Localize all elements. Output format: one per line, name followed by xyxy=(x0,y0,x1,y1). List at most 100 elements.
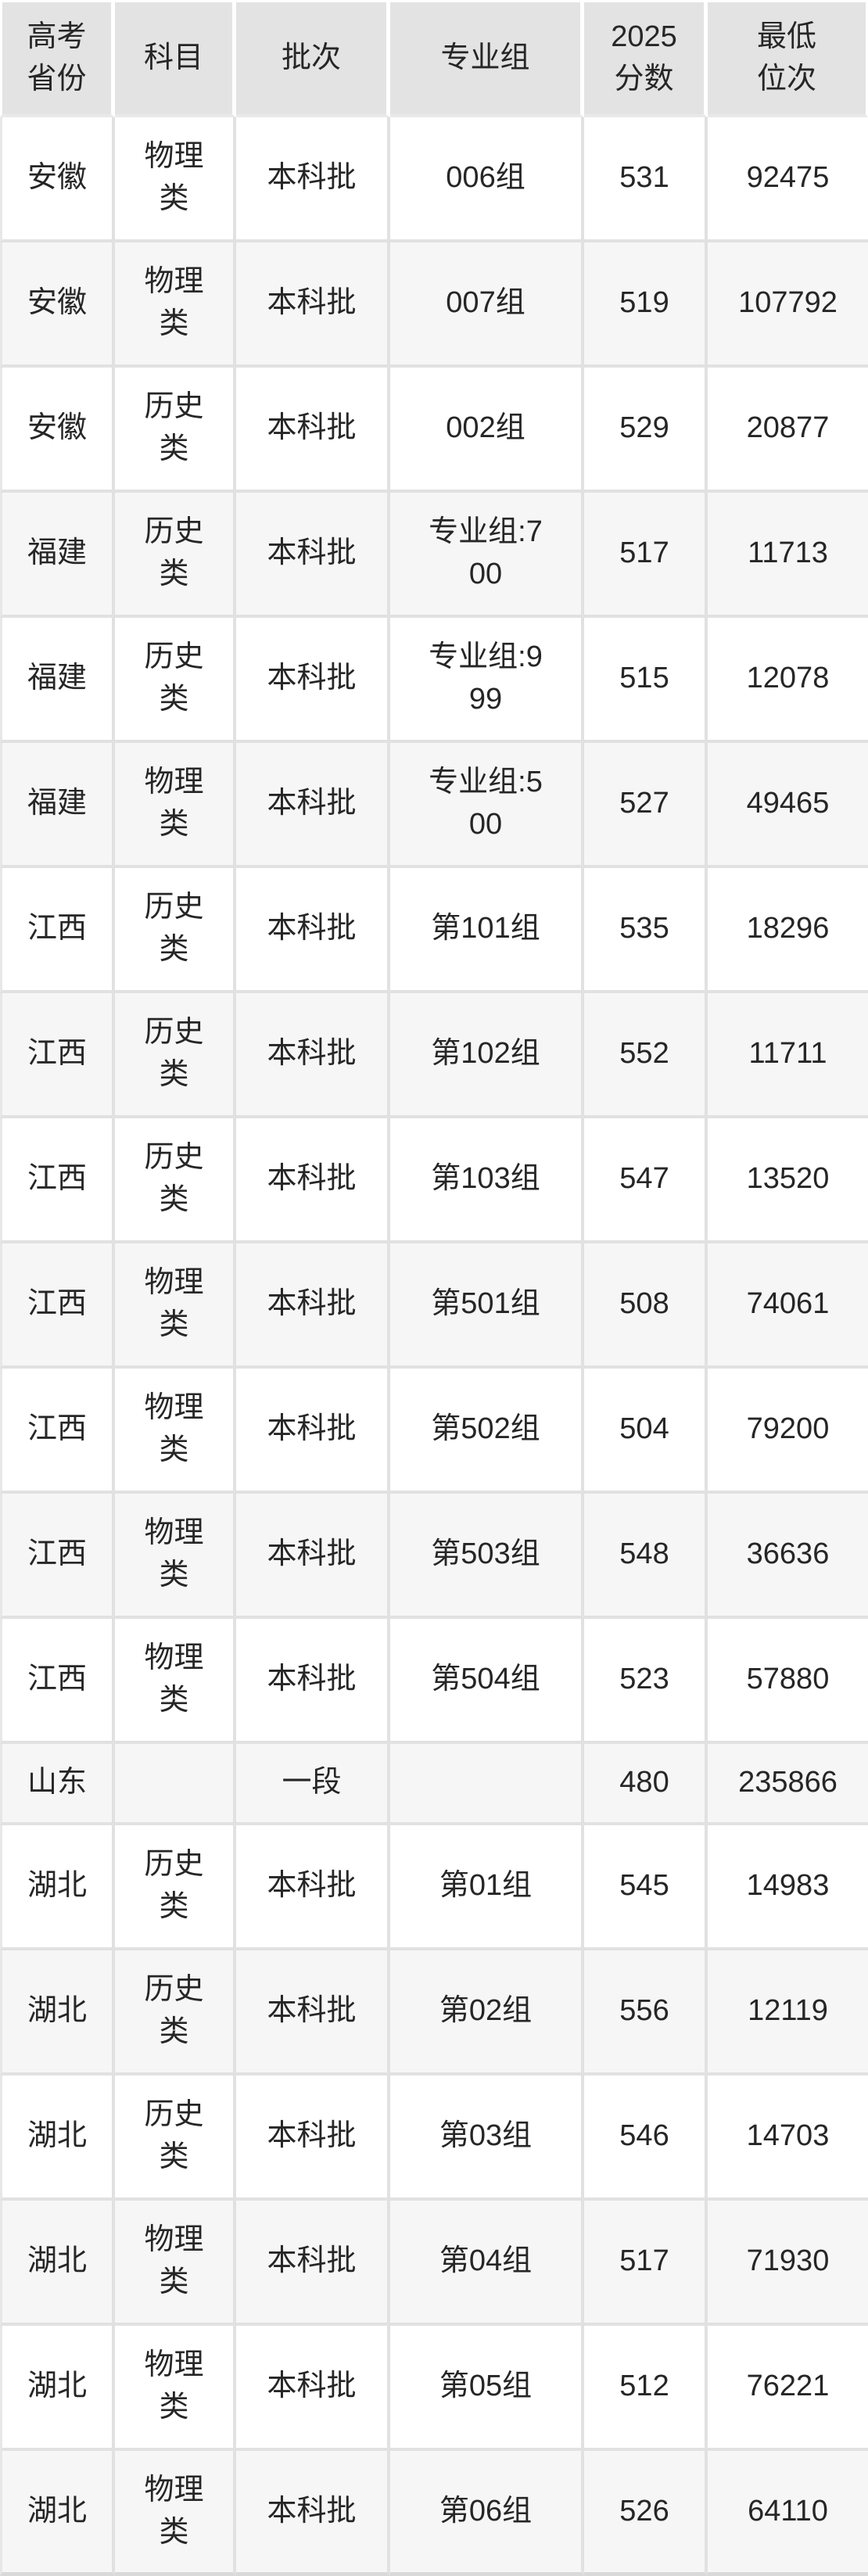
cell-batch: 本科批 xyxy=(236,2076,390,2201)
table-row: 湖北 物理 类 本科批 第04组 517 71930 xyxy=(0,2201,868,2326)
cell-province: 安徽 xyxy=(0,368,115,493)
cell-group: 第06组 xyxy=(390,2451,584,2576)
cell-score: 508 xyxy=(584,1243,708,1369)
table-row: 江西 物理 类 本科批 第503组 548 36636 xyxy=(0,1494,868,1619)
cell-batch: 本科批 xyxy=(236,2326,390,2451)
cell-province: 安徽 xyxy=(0,117,115,242)
cell-batch: 本科批 xyxy=(236,1950,390,2076)
cell-group: 专业组:5 00 xyxy=(390,743,584,868)
cell-province: 江西 xyxy=(0,1494,115,1619)
cell-subject: 历史 类 xyxy=(115,993,236,1118)
cell-group: 第101组 xyxy=(390,868,584,993)
cell-batch: 本科批 xyxy=(236,1825,390,1950)
cell-score: 546 xyxy=(584,2076,708,2201)
cell-subject: 物理 类 xyxy=(115,1243,236,1369)
table-body: 安徽 物理 类 本科批 006组 531 92475 安徽 物理 类 本科批 0… xyxy=(0,117,868,2576)
column-header-province: 高考 省份 xyxy=(0,0,115,117)
cell-subject: 物理 类 xyxy=(115,1619,236,1744)
cell-score: 526 xyxy=(584,2451,708,2576)
cell-province: 福建 xyxy=(0,493,115,618)
cell-subject: 历史 类 xyxy=(115,1118,236,1243)
cell-batch: 本科批 xyxy=(236,1369,390,1494)
cell-group: 第01组 xyxy=(390,1825,584,1950)
table-row: 安徽 物理 类 本科批 007组 519 107792 xyxy=(0,242,868,368)
cell-subject: 物理 类 xyxy=(115,242,236,368)
cell-subject: 物理 类 xyxy=(115,743,236,868)
cell-subject: 历史 类 xyxy=(115,868,236,993)
cell-province: 安徽 xyxy=(0,242,115,368)
cell-group: 007组 xyxy=(390,242,584,368)
cell-subject: 历史 类 xyxy=(115,1825,236,1950)
cell-batch: 本科批 xyxy=(236,743,390,868)
cell-score: 556 xyxy=(584,1950,708,2076)
cell-subject: 历史 类 xyxy=(115,2076,236,2201)
cell-rank: 49465 xyxy=(708,743,868,868)
cell-batch: 本科批 xyxy=(236,493,390,618)
cell-group: 专业组:9 99 xyxy=(390,618,584,743)
cell-subject xyxy=(115,1744,236,1825)
cell-subject: 历史 类 xyxy=(115,493,236,618)
cell-rank: 57880 xyxy=(708,1619,868,1744)
column-header-subject: 科目 xyxy=(115,0,236,117)
table-row: 福建 历史 类 本科批 专业组:9 99 515 12078 xyxy=(0,618,868,743)
cell-province: 江西 xyxy=(0,1619,115,1744)
cell-score: 545 xyxy=(584,1825,708,1950)
cell-score: 535 xyxy=(584,868,708,993)
cell-group: 第502组 xyxy=(390,1369,584,1494)
cell-group: 第03组 xyxy=(390,2076,584,2201)
cell-batch: 本科批 xyxy=(236,1494,390,1619)
cell-subject: 历史 类 xyxy=(115,618,236,743)
cell-province: 湖北 xyxy=(0,2201,115,2326)
cell-province: 江西 xyxy=(0,1369,115,1494)
cell-rank: 18296 xyxy=(708,868,868,993)
cell-rank: 92475 xyxy=(708,117,868,242)
table-row: 江西 历史 类 本科批 第101组 535 18296 xyxy=(0,868,868,993)
table-header: 高考 省份 科目 批次 专业组 2025 分数 最低 位次 xyxy=(0,0,868,117)
column-header-rank: 最低 位次 xyxy=(708,0,868,117)
cell-group: 第501组 xyxy=(390,1243,584,1369)
cell-province: 湖北 xyxy=(0,2451,115,2576)
cell-rank: 20877 xyxy=(708,368,868,493)
cell-score: 552 xyxy=(584,993,708,1118)
cell-group: 006组 xyxy=(390,117,584,242)
cell-rank: 14703 xyxy=(708,2076,868,2201)
cell-batch: 本科批 xyxy=(236,618,390,743)
cell-rank: 11711 xyxy=(708,993,868,1118)
cell-group: 第503组 xyxy=(390,1494,584,1619)
cell-rank: 79200 xyxy=(708,1369,868,1494)
cell-score: 523 xyxy=(584,1619,708,1744)
cell-rank: 235866 xyxy=(708,1744,868,1825)
header-row: 高考 省份 科目 批次 专业组 2025 分数 最低 位次 xyxy=(0,0,868,117)
table-row: 江西 物理 类 本科批 第502组 504 79200 xyxy=(0,1369,868,1494)
cell-subject: 历史 类 xyxy=(115,1950,236,2076)
cell-rank: 12119 xyxy=(708,1950,868,2076)
cell-batch: 本科批 xyxy=(236,1243,390,1369)
table-row: 安徽 历史 类 本科批 002组 529 20877 xyxy=(0,368,868,493)
cell-subject: 物理 类 xyxy=(115,1369,236,1494)
cell-subject: 物理 类 xyxy=(115,1494,236,1619)
table-row: 湖北 物理 类 本科批 第05组 512 76221 xyxy=(0,2326,868,2451)
cell-rank: 107792 xyxy=(708,242,868,368)
cell-rank: 12078 xyxy=(708,618,868,743)
cell-province: 湖北 xyxy=(0,2076,115,2201)
cell-group xyxy=(390,1744,584,1825)
cell-subject: 历史 类 xyxy=(115,368,236,493)
cell-province: 江西 xyxy=(0,993,115,1118)
cell-score: 512 xyxy=(584,2326,708,2451)
cell-rank: 14983 xyxy=(708,1825,868,1950)
table-row: 湖北 历史 类 本科批 第01组 545 14983 xyxy=(0,1825,868,1950)
cell-score: 531 xyxy=(584,117,708,242)
cell-batch: 本科批 xyxy=(236,868,390,993)
cell-score: 548 xyxy=(584,1494,708,1619)
cell-group: 专业组:7 00 xyxy=(390,493,584,618)
cell-group: 002组 xyxy=(390,368,584,493)
cell-subject: 物理 类 xyxy=(115,2451,236,2576)
cell-province: 江西 xyxy=(0,1243,115,1369)
table-row: 江西 历史 类 本科批 第102组 552 11711 xyxy=(0,993,868,1118)
cell-province: 福建 xyxy=(0,743,115,868)
cell-score: 527 xyxy=(584,743,708,868)
cell-batch: 本科批 xyxy=(236,2201,390,2326)
table-row: 福建 物理 类 本科批 专业组:5 00 527 49465 xyxy=(0,743,868,868)
cell-score: 547 xyxy=(584,1118,708,1243)
